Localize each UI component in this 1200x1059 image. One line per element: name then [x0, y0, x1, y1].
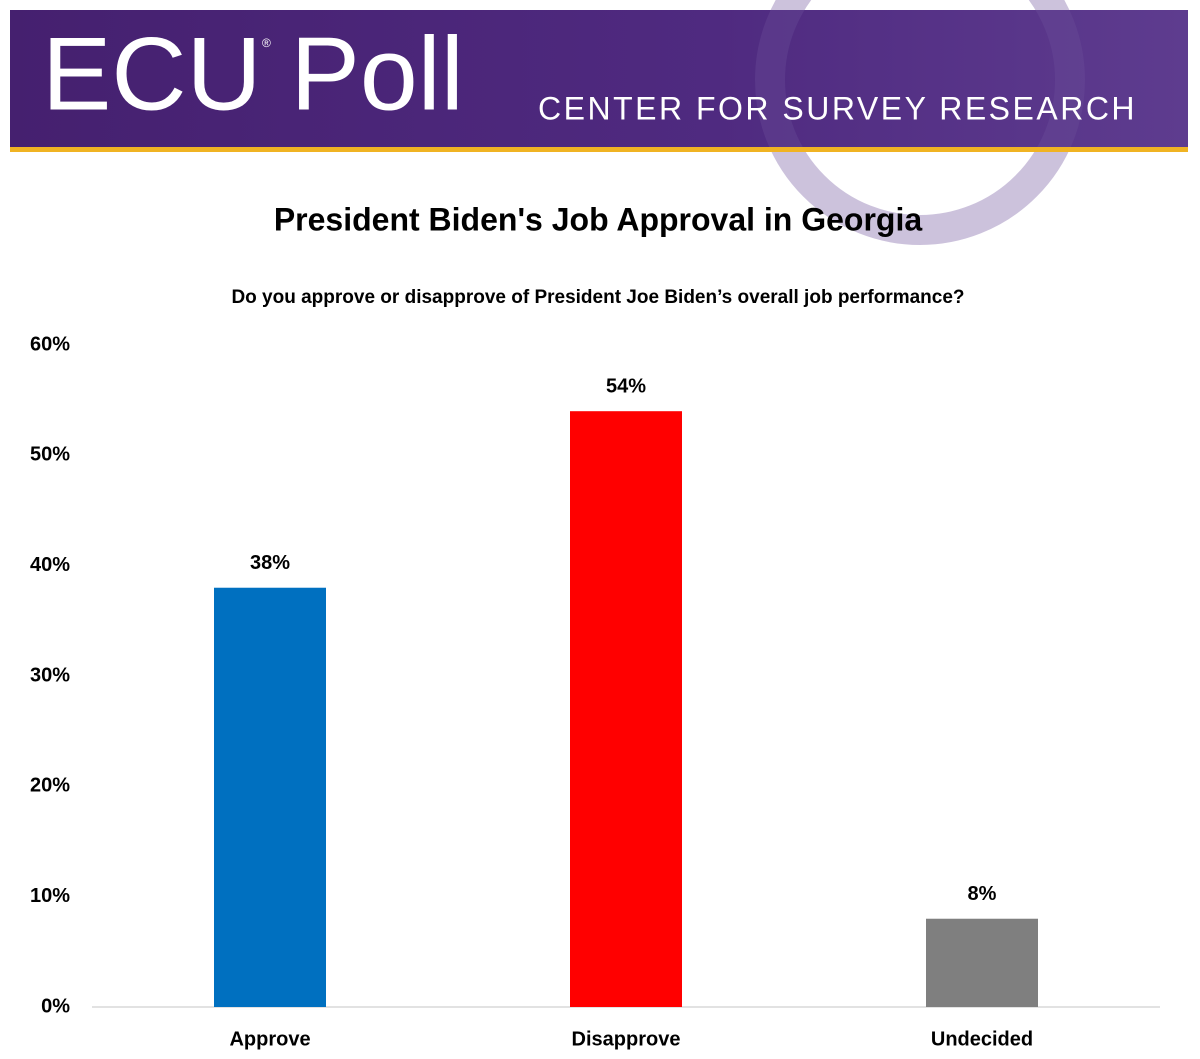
- y-tick-label: 30%: [30, 664, 70, 686]
- x-tick-label: Undecided: [931, 1028, 1033, 1050]
- data-label: 38%: [250, 552, 290, 574]
- tagline: CENTER FOR SURVEY RESEARCH: [538, 90, 1137, 126]
- chart-subtitle: Do you approve or disapprove of Presiden…: [231, 287, 964, 308]
- x-tick-label: Disapprove: [572, 1028, 681, 1050]
- brand: ECU Poll: [42, 16, 464, 132]
- bar: [214, 587, 326, 1007]
- data-label: 54%: [606, 375, 646, 397]
- registered: ®: [262, 36, 271, 50]
- x-tick-label: Approve: [229, 1028, 310, 1050]
- y-tick-label: 20%: [30, 775, 70, 797]
- gold-rule: [10, 147, 1188, 152]
- y-tick-label: 60%: [30, 333, 70, 355]
- y-tick-label: 0%: [41, 995, 70, 1017]
- y-tick-label: 10%: [30, 885, 70, 907]
- y-tick-label: 50%: [30, 444, 70, 466]
- banner: [10, 10, 1188, 148]
- chart-title: President Biden's Job Approval in Georgi…: [274, 201, 923, 237]
- data-label: 8%: [968, 883, 997, 905]
- seal: [755, 0, 1085, 245]
- y-tick-label: 40%: [30, 554, 70, 576]
- bar: [926, 918, 1038, 1007]
- bar: [570, 411, 682, 1007]
